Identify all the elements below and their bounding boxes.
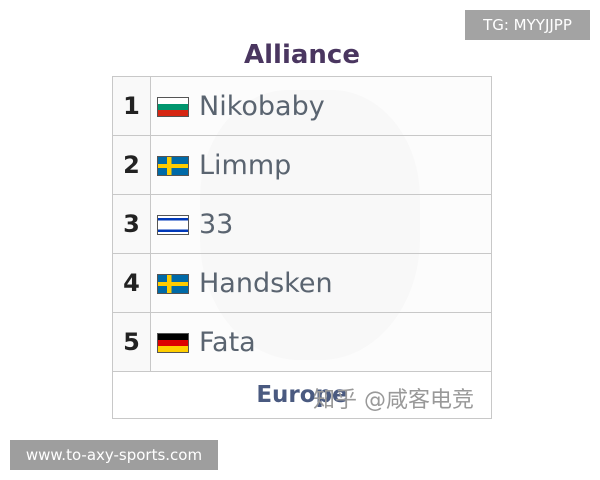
player-cell: Fata (150, 312, 492, 372)
player-rank: 3 (112, 194, 151, 254)
region-footer[interactable]: Europe 知乎 @咸客电竞 (112, 371, 492, 419)
player-row: 5 Fata (112, 312, 492, 372)
zhihu-watermark: 知乎 @咸客电竞 (313, 388, 474, 413)
team-title: Alliance (244, 40, 360, 70)
player-row: 2 Limmp (112, 135, 492, 195)
israel-flag-icon (157, 215, 189, 235)
player-row: 4 Handsken (112, 253, 492, 313)
player-row: 3 33 (112, 194, 492, 254)
player-name-link[interactable]: Handsken (199, 267, 333, 299)
player-name-link[interactable]: 33 (199, 208, 234, 240)
telegram-badge: TG: MYYJJPP (465, 10, 590, 40)
region-link[interactable]: Europe (256, 382, 348, 408)
sweden-flag-icon (157, 274, 189, 294)
sweden-flag-icon (157, 156, 189, 176)
player-rank: 5 (112, 312, 151, 372)
player-name-link[interactable]: Nikobaby (199, 90, 325, 122)
website-badge: www.to-axy-sports.com (10, 440, 218, 470)
germany-flag-icon (157, 333, 189, 353)
player-row: 1 Nikobaby (112, 76, 492, 136)
player-cell: Nikobaby (150, 76, 492, 136)
player-rank: 2 (112, 135, 151, 195)
player-rank: 1 (112, 76, 151, 136)
player-cell: 33 (150, 194, 492, 254)
roster-table: 1 Nikobaby 2 Limmp 3 33 4 Handsken 5 Fata Eu… (112, 76, 492, 419)
player-name-link[interactable]: Fata (199, 326, 256, 358)
player-cell: Handsken (150, 253, 492, 313)
player-name-link[interactable]: Limmp (199, 149, 292, 181)
bulgaria-flag-icon (157, 97, 189, 117)
player-rank: 4 (112, 253, 151, 313)
player-cell: Limmp (150, 135, 492, 195)
